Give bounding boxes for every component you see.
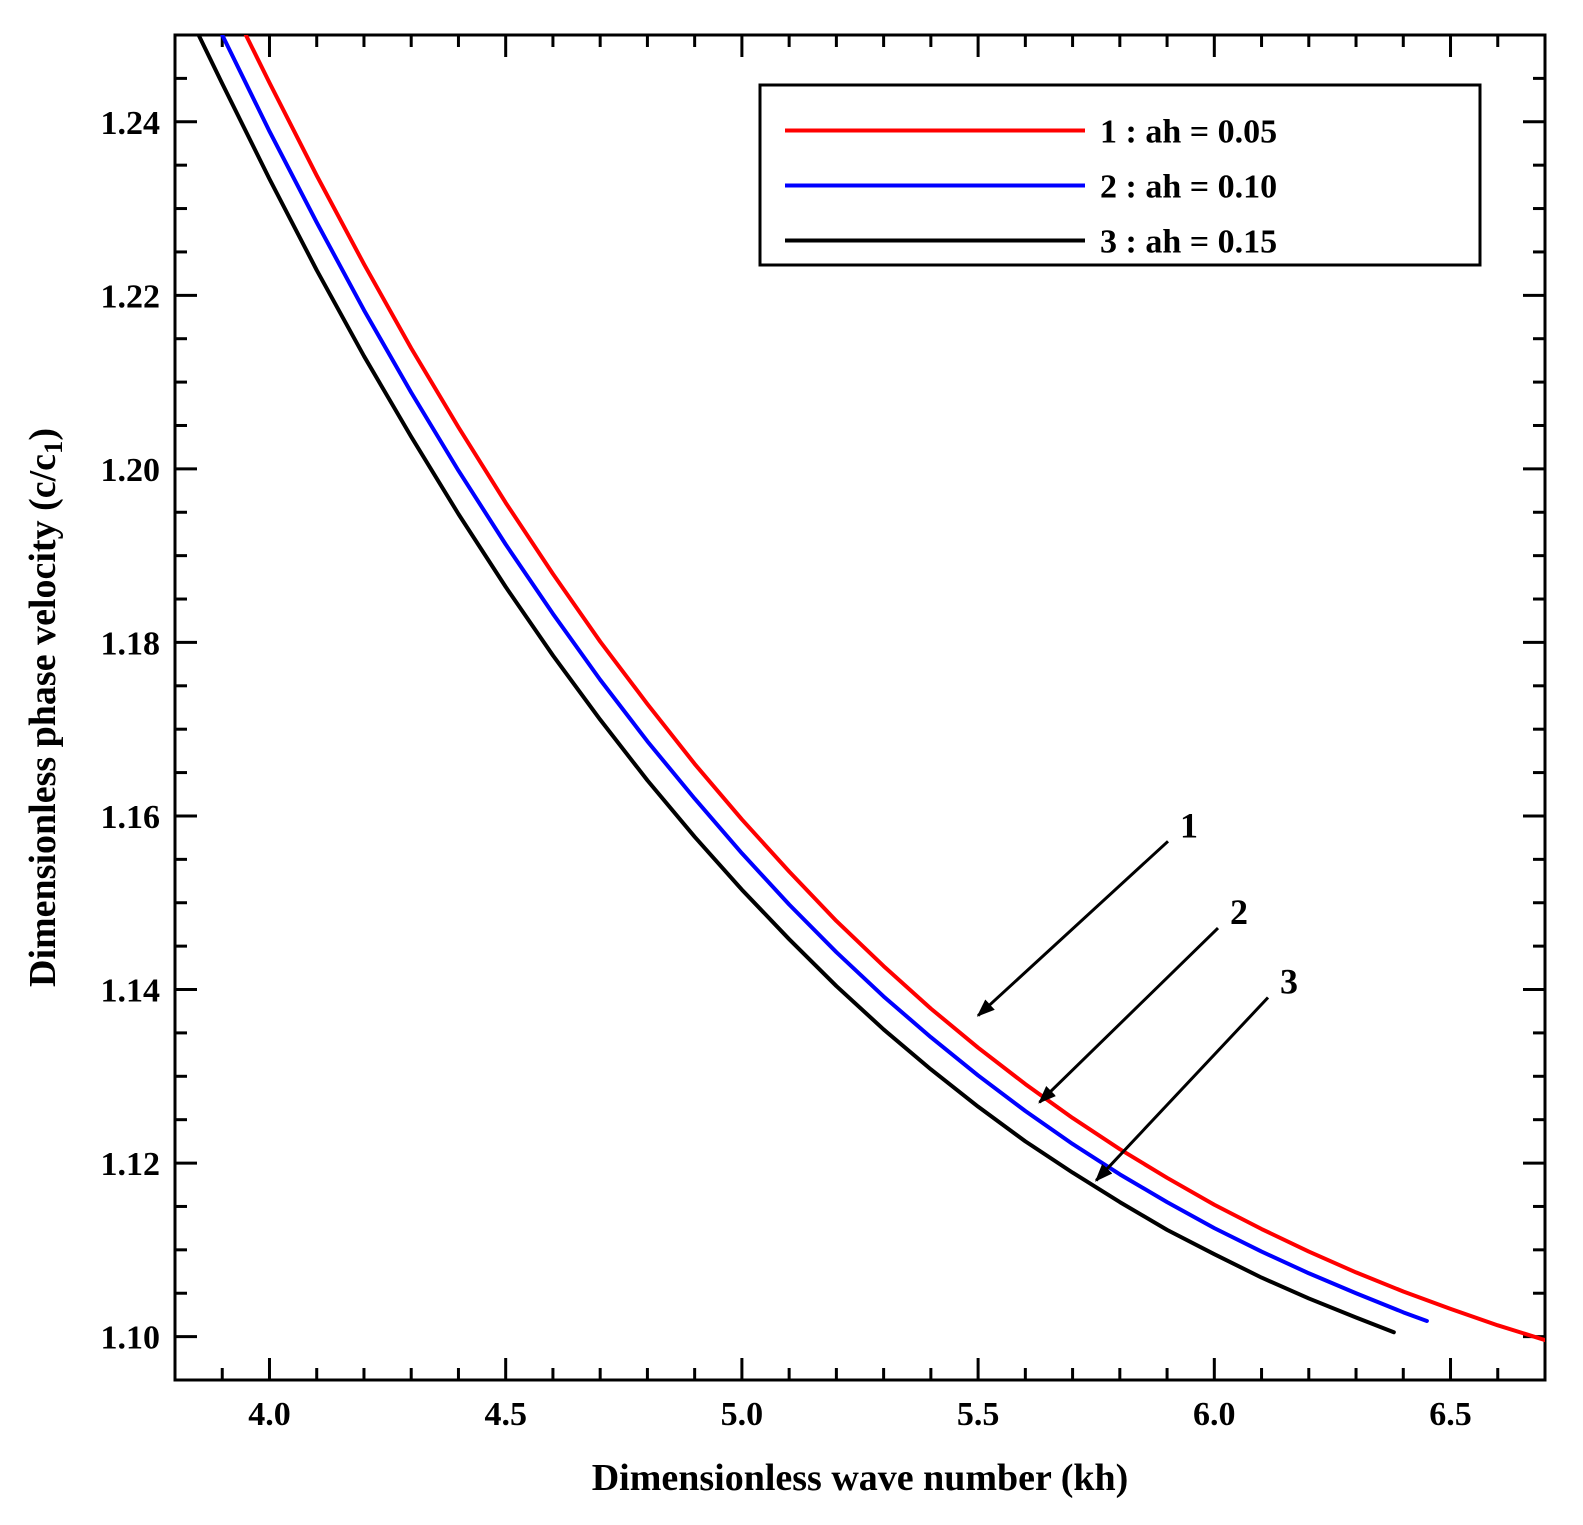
- legend-label: 3 : ah = 0.15: [1100, 224, 1277, 261]
- x-tick-label: 5.5: [957, 1396, 1000, 1433]
- y-tick-label: 1.22: [101, 278, 161, 315]
- y-axis-label: Dimensionless phase velocity (c/c1): [22, 428, 68, 987]
- x-tick-label: 5.0: [721, 1396, 764, 1433]
- x-tick-label: 6.5: [1429, 1396, 1472, 1433]
- x-tick-label: 6.0: [1193, 1396, 1236, 1433]
- curve-annotation: 2: [1230, 892, 1248, 932]
- dispersion-chart: 4.0 4.5 5.0 5.5 6.0 6.5 1.10 1.12 1.14 1.16 1.18 1.…: [0, 0, 1583, 1525]
- y-tick-label: 1.12: [101, 1146, 161, 1183]
- y-tick-label: 1.10: [101, 1320, 161, 1357]
- y-tick-label: 1.16: [101, 799, 161, 836]
- legend-label: 2 : ah = 0.10: [1100, 169, 1277, 206]
- legend-label: 1 : ah = 0.05: [1100, 114, 1277, 151]
- y-tick-label: 1.20: [101, 452, 161, 489]
- y-tick-label: 1.14: [101, 973, 161, 1010]
- x-axis-label: Dimensionless wave number (kh): [592, 1457, 1129, 1499]
- svg-text:Dimensionless phase velocity (: Dimensionless phase velocity (c/c1): [22, 428, 68, 987]
- x-tick-label: 4.5: [484, 1396, 527, 1433]
- y-tick-label: 1.24: [101, 105, 161, 142]
- curve-annotation: 3: [1280, 962, 1298, 1002]
- x-tick-label: 4.0: [248, 1396, 291, 1433]
- curve-annotation: 1: [1180, 805, 1198, 845]
- y-tick-label: 1.18: [101, 625, 161, 662]
